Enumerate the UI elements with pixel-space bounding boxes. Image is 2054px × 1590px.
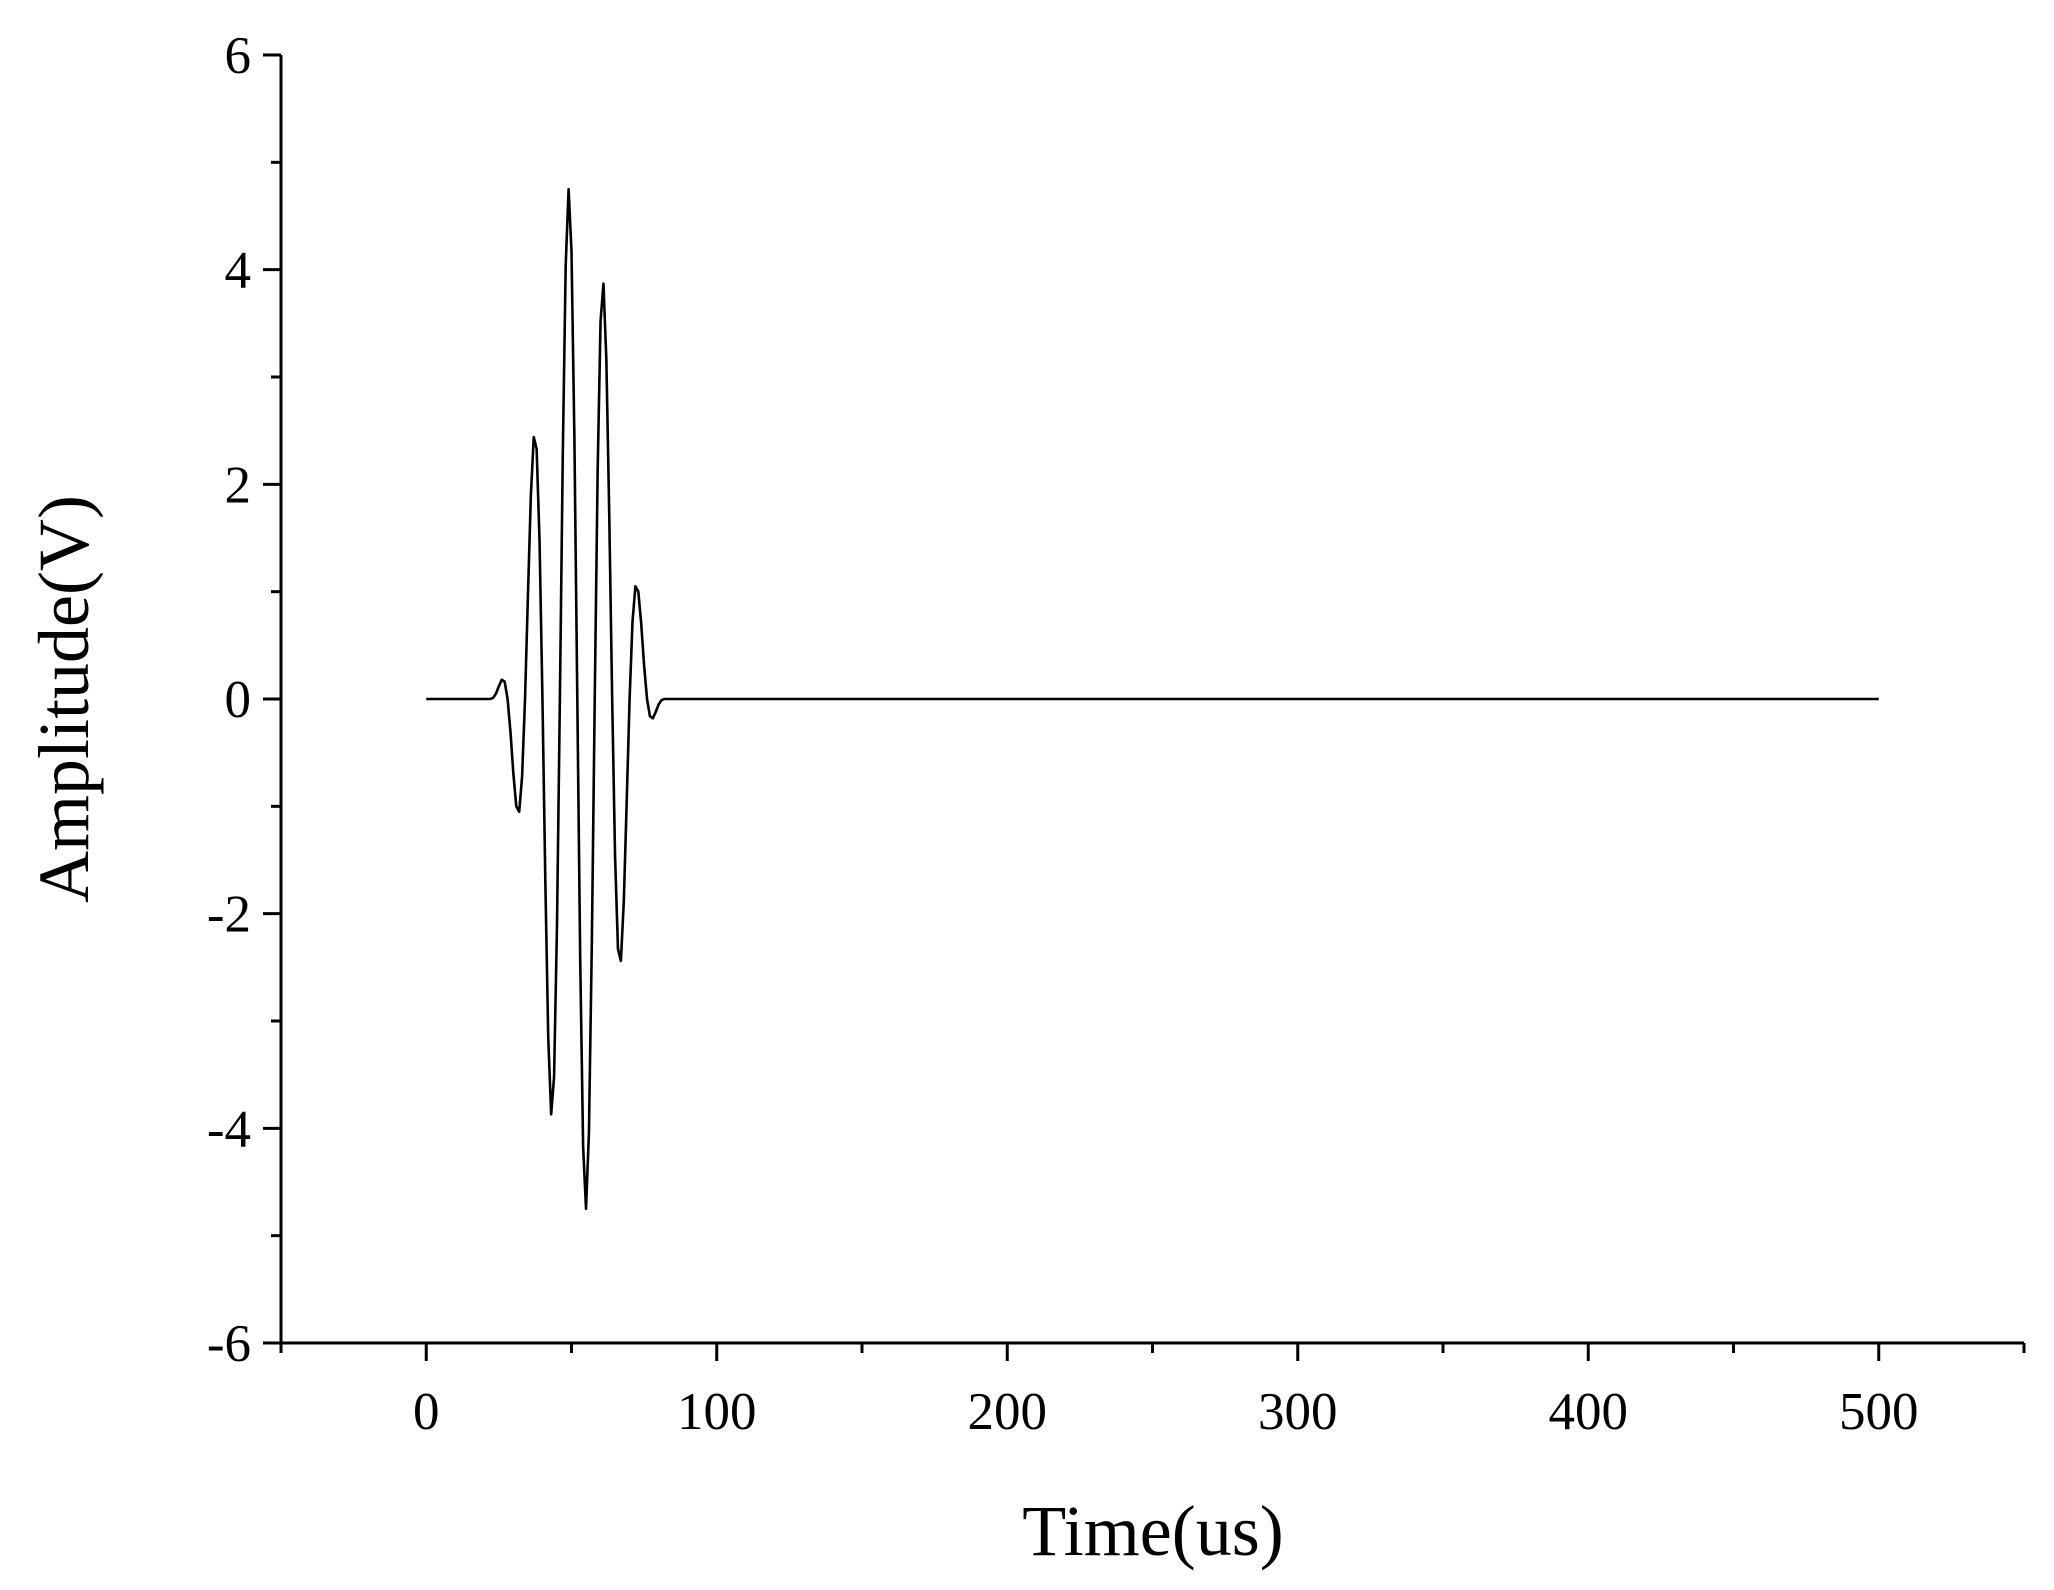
x-tick-label: 500 [1839, 1383, 1919, 1441]
y-tick-label: 0 [225, 671, 252, 729]
y-axis-label: Amplitude(V) [24, 495, 104, 903]
y-tick-label: 6 [225, 27, 252, 85]
y-tick-label: -2 [207, 886, 251, 944]
x-tick-label: 0 [413, 1383, 440, 1441]
x-axis-label: Time(us) [1022, 1491, 1283, 1571]
y-tick-label: -6 [207, 1315, 251, 1373]
x-tick-label: 200 [968, 1383, 1048, 1441]
y-tick-label: 4 [225, 242, 252, 300]
x-tick-label: 100 [677, 1383, 757, 1441]
x-tick-label: 300 [1258, 1383, 1338, 1441]
data-line [426, 187, 1879, 1211]
x-tick-label: 400 [1549, 1383, 1629, 1441]
y-tick-label: -4 [207, 1100, 251, 1158]
y-tick-label: 2 [225, 456, 252, 514]
